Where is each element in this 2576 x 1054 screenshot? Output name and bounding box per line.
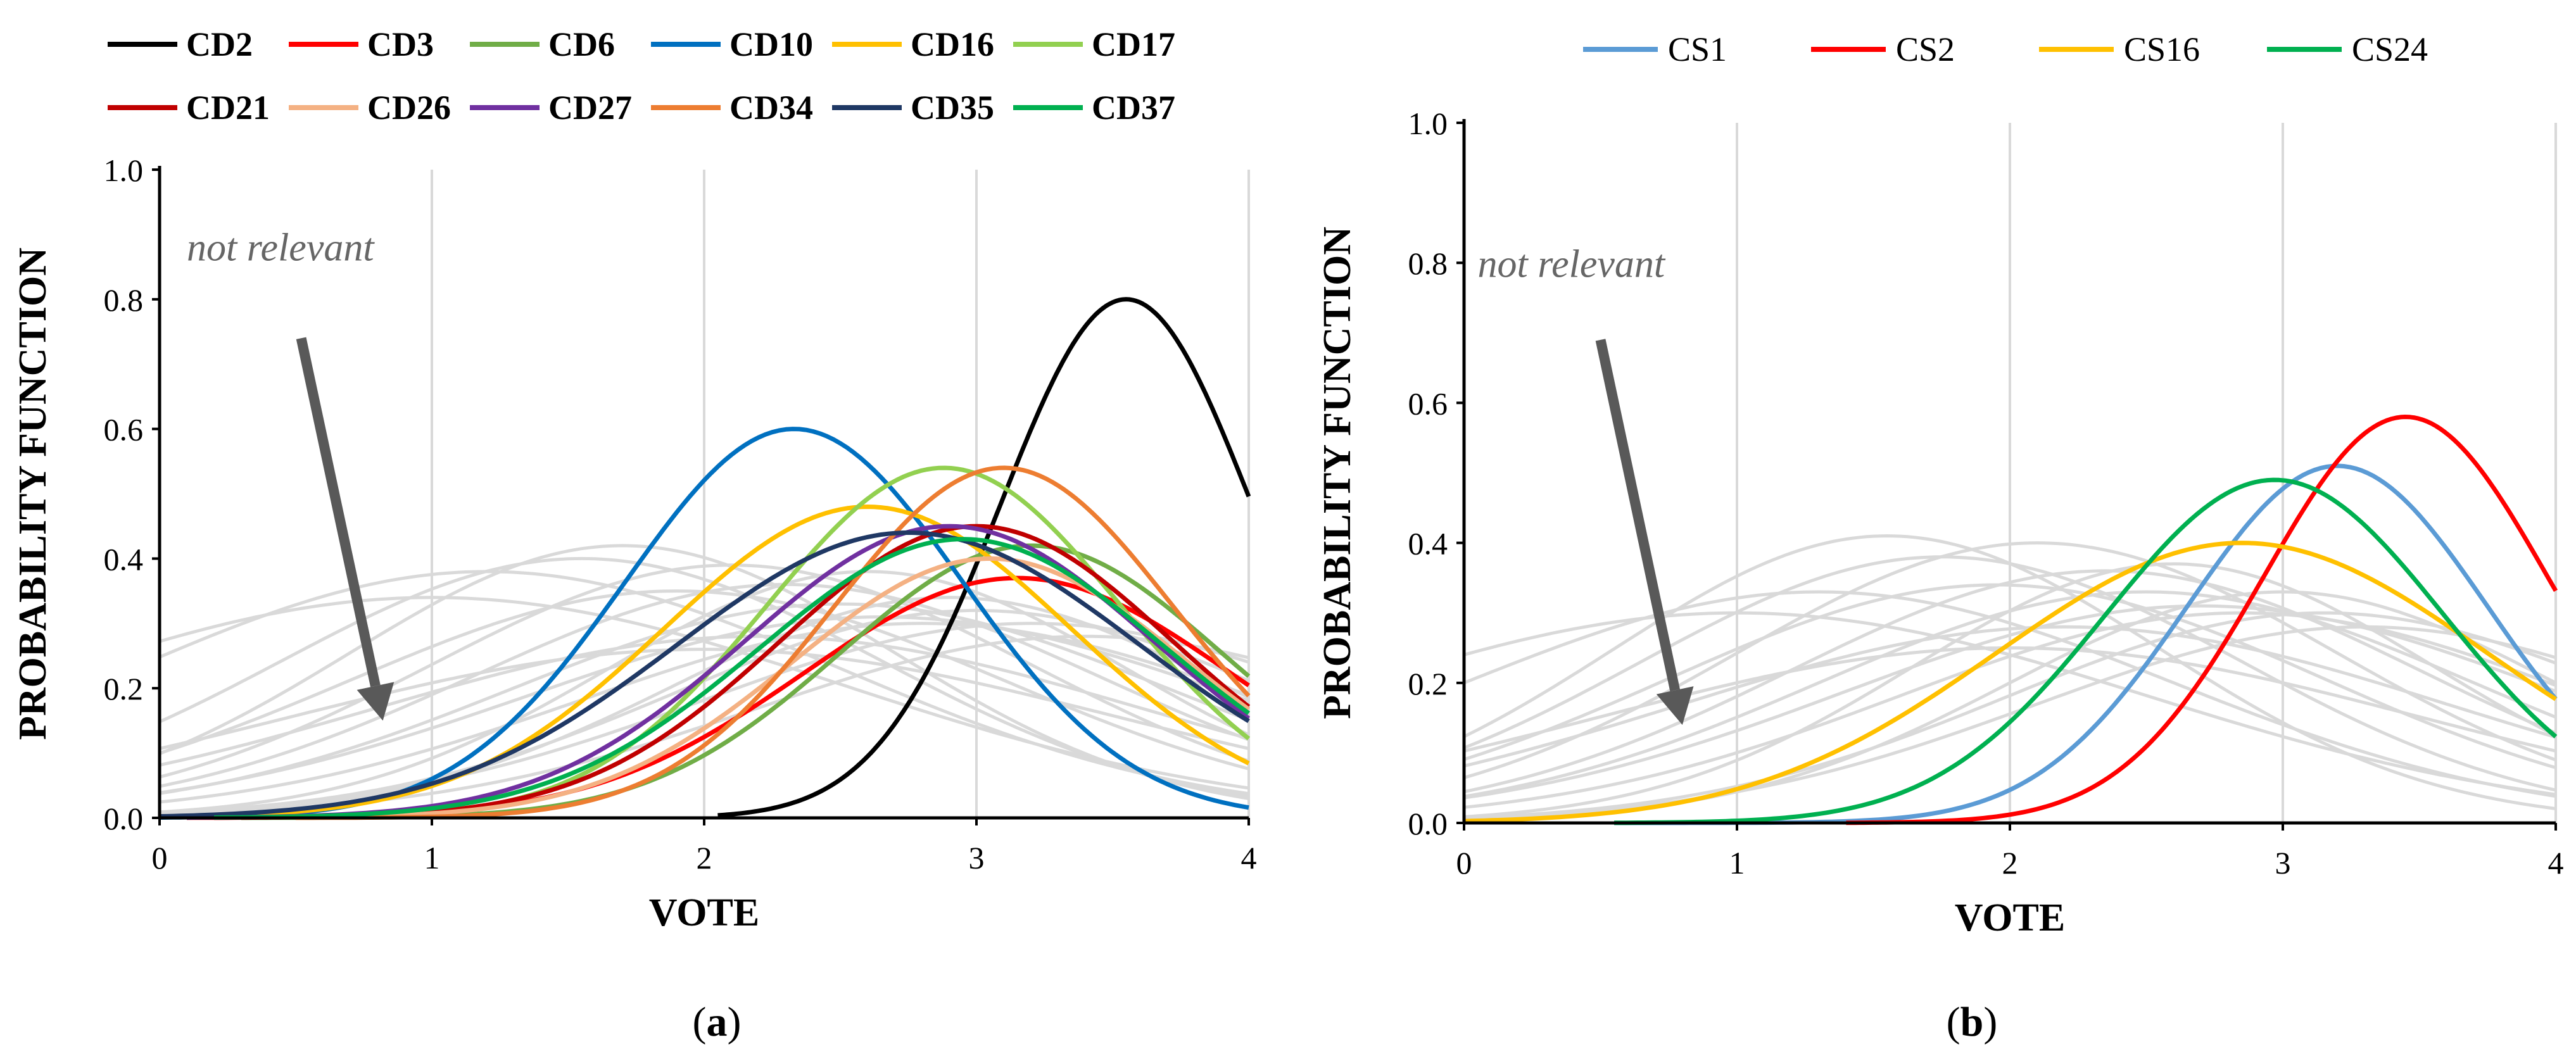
panel-b-tick-labels: 0.0 0.2 0.4 0.6 0.8 1.0 0 1 2 3 4: [1408, 106, 2564, 881]
panel-b-y-tick-label: 0.4: [1408, 526, 1448, 562]
panel-a: 0.0 0.2 0.4 0.6 0.8 1.0 0 1 2 3 4 PROBABILITY FUNC…: [11, 25, 1257, 1045]
panel-b-legend-label-cs2: CS2: [1896, 30, 1955, 68]
panel-a-x-axis-label: VOTE: [649, 891, 759, 934]
panel-a-label-close-paren: ): [728, 999, 742, 1045]
panel-a-tick-labels: 0.0 0.2 0.4 0.6 0.8 1.0 0 1 2 3 4: [104, 153, 1257, 875]
panel-b-y-axis-label: PROBABILITY FUNCTION: [1316, 227, 1359, 719]
panel-b-x-tick-label: 2: [2002, 845, 2018, 881]
panel-b-annotation-arrowhead: [1656, 686, 1694, 725]
panel-a-legend-label-cd17: CD17: [1092, 25, 1175, 63]
panel-a-label-open-paren: (: [693, 999, 707, 1045]
panel-b-background-curve: [1463, 611, 2556, 820]
panel-b-y-tick-label: 0.6: [1408, 386, 1448, 421]
panel-a-x-tick-label: 3: [969, 840, 985, 875]
panel-b-legend-label-cs1: CS1: [1668, 30, 1727, 68]
panel-b-annotation-arrow: [1595, 339, 1680, 692]
panel-b-legend: CS1 CS2 CS16 CS24: [1583, 30, 2428, 68]
panel-b-y-tick-label: 0.2: [1408, 666, 1448, 701]
panel-a-annotation-arrowhead: [357, 682, 395, 721]
panel-b-annotation: not relevant: [1478, 242, 1694, 725]
panel-b: 0.0 0.2 0.4 0.6 0.8 1.0 0 1 2 3 4 PROBABILITY FUNC…: [1316, 30, 2564, 1045]
panel-a-background-curve: [159, 544, 1249, 800]
panel-b-label-letter: b: [1960, 999, 1984, 1045]
panel-a-label-letter: a: [707, 999, 728, 1045]
panel-b-x-axis-label: VOTE: [1955, 896, 2065, 939]
panel-b-x-tick-label: 4: [2548, 845, 2564, 881]
panel-a-annotation: not relevant: [187, 226, 395, 721]
panel-a-background-curve: [158, 556, 1249, 798]
panel-b-y-tick-label: 1.0: [1408, 106, 1448, 141]
panel-b-y-tick-label: 0.8: [1408, 246, 1448, 281]
panel-b-label-open-paren: (: [1947, 999, 1960, 1045]
panel-a-background-curve: [159, 563, 1249, 779]
panel-a-background-curves: [158, 544, 1250, 817]
panel-b-background-curve: [1463, 611, 2556, 796]
panel-a-background-curve: [159, 648, 1249, 750]
panel-b-x-tick-label: 3: [2275, 845, 2291, 881]
panel-a-legend-label-cd3: CD3: [367, 25, 434, 63]
panel-a-legend-label-cd35: CD35: [911, 89, 994, 127]
panel-b-legend-label-cs24: CS24: [2352, 30, 2428, 68]
panel-a-legend-label-cd10: CD10: [729, 25, 813, 63]
panel-a-background-curve: [159, 570, 1250, 814]
panel-a-annotation-arrow: [296, 337, 381, 687]
panel-a-y-tick-label: 0.2: [104, 671, 144, 706]
panel-a-x-tick-label: 2: [697, 840, 712, 875]
panel-a-background-curve: [159, 596, 1250, 817]
panel-a-annotation-text: not relevant: [187, 226, 375, 269]
panel-a-legend-label-cd21: CD21: [186, 89, 270, 127]
panel-b-background-curve: [1463, 583, 2556, 770]
panel-a-y-tick-label: 1.0: [104, 153, 144, 188]
panel-b-background-curve: [1463, 555, 2556, 792]
panel-a-x-tick-label: 1: [424, 840, 440, 875]
panel-b-background-curve: [1463, 646, 2556, 753]
panel-b-label-close-paren: ): [1983, 999, 1997, 1045]
panel-b-legend-label-cs16: CS16: [2124, 30, 2200, 68]
panel-a-background-curve: [159, 622, 1249, 804]
panel-a-legend-label-cd16: CD16: [911, 25, 994, 63]
panel-a-legend-label-cd34: CD34: [729, 89, 813, 127]
panel-a-y-tick-label: 0.0: [104, 801, 144, 836]
panel-b-background-curve: [1463, 625, 2556, 768]
panel-b-series-lines: [1463, 415, 2558, 825]
panel-a-series-line-cd37: [213, 537, 1251, 820]
panel-a-label: (a): [693, 999, 742, 1045]
panel-a-background-curve: [159, 602, 1249, 795]
panel-b-x-tick-label: 0: [1456, 845, 1472, 881]
panel-a-x-tick-label: 4: [1241, 840, 1257, 875]
panel-b-series-line-cs16: [1463, 541, 2557, 824]
panel-b-y-tick-label: 0.0: [1408, 806, 1448, 841]
panel-a-legend-label-cd37: CD37: [1092, 89, 1175, 127]
panel-b-background-curve: [1463, 625, 2556, 820]
panel-a-series-line-cd34: [296, 465, 1251, 820]
panel-a-y-tick-label: 0.4: [104, 541, 144, 577]
panel-a-legend: CD2 CD3 CD6 CD10 CD16 CD17 CD21 CD26 CD27 CD34 CD3…: [108, 25, 1175, 127]
panel-b-grid: [1736, 123, 2557, 823]
panel-b-series-line-cs24: [1614, 477, 2558, 825]
panel-a-legend-label-cd26: CD26: [367, 89, 451, 127]
panel-a-y-tick-label: 0.6: [104, 412, 144, 448]
panel-a-legend-label-cd2: CD2: [186, 25, 253, 63]
panel-b-background-curve: [1463, 541, 2556, 779]
panel-a-series-line-cd35: [159, 530, 1250, 819]
panel-b-background-curves: [1463, 534, 2557, 822]
panel-a-background-curve: [159, 634, 1249, 767]
panel-a-series-line-cd16: [159, 505, 1250, 820]
panel-a-background-curve: [159, 596, 1249, 790]
panel-a-y-axis-label: PROBABILITY FUNCTION: [11, 248, 54, 740]
panel-b-background-curve: [1463, 562, 2557, 819]
panel-b-series-line-cs2: [1846, 415, 2558, 825]
panel-a-legend-label-cd27: CD27: [548, 89, 632, 127]
panel-a-x-tick-label: 0: [152, 840, 168, 875]
panel-b-x-tick-label: 1: [1729, 845, 1745, 881]
panel-b-background-curve: [1463, 569, 2556, 794]
panel-a-y-tick-label: 0.8: [104, 282, 144, 318]
panel-a-legend-label-cd6: CD6: [548, 25, 615, 63]
panel-b-annotation-text: not relevant: [1478, 242, 1666, 285]
panel-b-label: (b): [1947, 999, 1998, 1045]
